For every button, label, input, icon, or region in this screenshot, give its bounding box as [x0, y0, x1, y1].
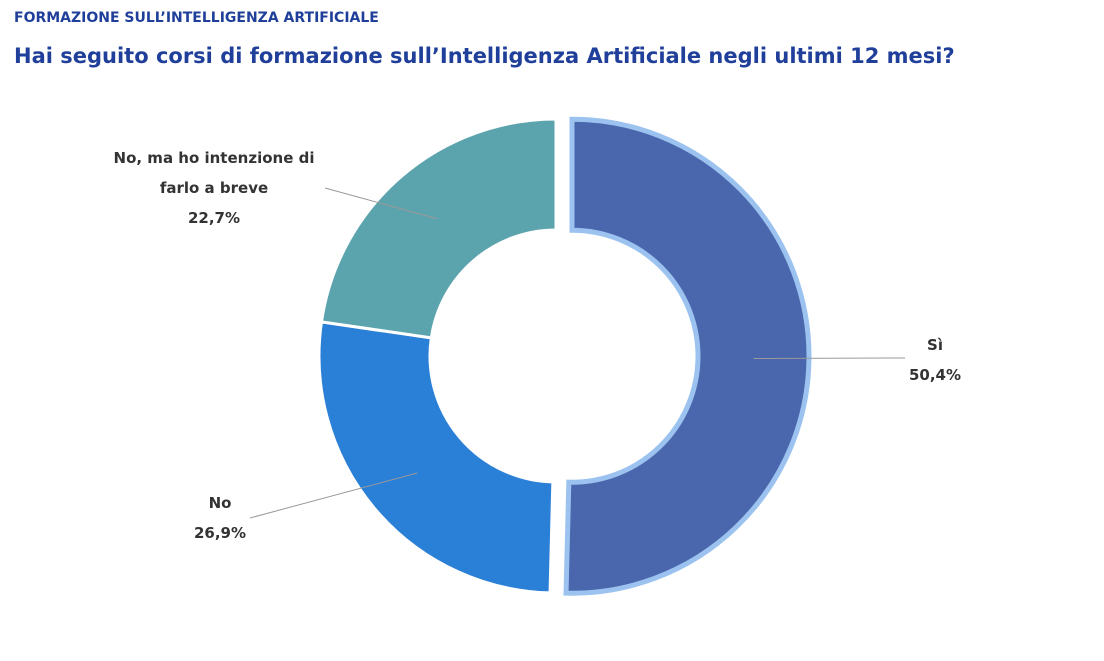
- donut-slice: [319, 117, 558, 340]
- chart-title: Hai seguito corsi di formazione sull’Int…: [14, 44, 955, 68]
- donut-slice: [317, 320, 555, 595]
- slice-label: No 26,9%: [150, 488, 290, 548]
- slice-label: Sì 50,4%: [880, 330, 990, 390]
- chart-header: FORMAZIONE SULL’INTELLIGENZA ARTIFICIALE: [14, 10, 379, 26]
- leader-line: [324, 187, 438, 220]
- category-label: No: [208, 494, 232, 512]
- value-label: 50,4%: [908, 366, 962, 384]
- leader-line: [249, 472, 418, 519]
- value-label: 26,9%: [193, 524, 247, 542]
- category-label: Sì: [927, 336, 943, 354]
- category-label: No, ma ho intenzione di farlo a breve: [113, 149, 315, 197]
- slice-label: No, ma ho intenzione di farlo a breve 22,…: [104, 143, 324, 233]
- value-label: 22,7%: [187, 209, 241, 227]
- donut-slice: [563, 116, 812, 596]
